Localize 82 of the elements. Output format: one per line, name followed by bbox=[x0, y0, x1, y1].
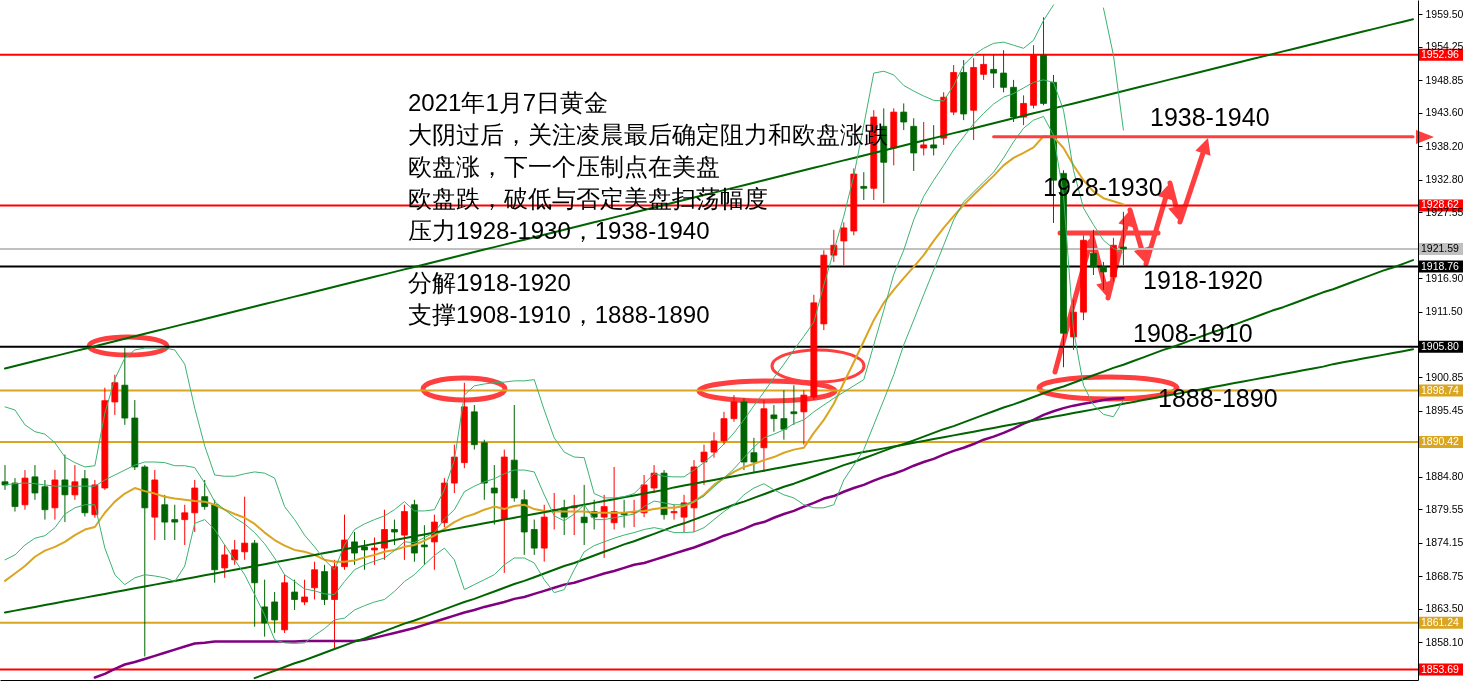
candlestick bbox=[161, 494, 169, 541]
annotation: 压力1928-1930，1938-1940 bbox=[408, 217, 710, 244]
annotation: 支撑1908-1910，1888-1890 bbox=[408, 301, 710, 328]
annotation: 欧盘涨，下一个压制点在美盘 bbox=[408, 153, 720, 180]
candlestick bbox=[490, 464, 498, 526]
candlestick bbox=[580, 484, 588, 546]
candlestick bbox=[800, 389, 808, 446]
candlestick bbox=[770, 404, 778, 433]
candlestick bbox=[111, 374, 119, 416]
candlestick bbox=[311, 561, 318, 600]
annotation: 分解1918-1920 bbox=[408, 269, 571, 296]
candlestick bbox=[401, 504, 408, 561]
y-tick-label: 1911.50 bbox=[1425, 305, 1463, 318]
y-tick-label: 1959.50 bbox=[1425, 7, 1464, 20]
candlestick bbox=[1, 464, 9, 491]
ref-line-label: 1898.74 bbox=[1421, 383, 1460, 396]
candlestick bbox=[381, 509, 388, 561]
ref-line-label: 1890.42 bbox=[1421, 435, 1460, 448]
candlestick bbox=[71, 464, 79, 501]
candlestick bbox=[181, 504, 189, 546]
line-series bbox=[3, 18, 1415, 370]
candlestick bbox=[1090, 229, 1097, 276]
candlestick bbox=[700, 444, 708, 486]
y-tick-label: 1938.20 bbox=[1425, 139, 1464, 152]
annotation: 1938-1940 bbox=[1150, 103, 1270, 131]
candlestick bbox=[530, 519, 538, 556]
y-tick-label: 1900.85 bbox=[1425, 370, 1464, 383]
candlestick bbox=[31, 464, 39, 501]
y-tick-label: 1943.60 bbox=[1425, 106, 1464, 119]
ref-line-label: 1853.69 bbox=[1421, 662, 1460, 675]
annotation: 大阴过后，关注凌晨最后确定阻力和欧盘涨跌 bbox=[408, 121, 888, 148]
candlestick bbox=[1120, 211, 1127, 266]
candlestick bbox=[171, 504, 179, 541]
y-tick-label: 1884.80 bbox=[1425, 470, 1464, 483]
text: 2021年1月7日黄金 bbox=[408, 89, 609, 116]
candlestick bbox=[301, 579, 308, 606]
ref-line-label: 1905.80 bbox=[1421, 339, 1460, 352]
candlestick bbox=[1000, 49, 1007, 93]
candlestick bbox=[930, 124, 938, 156]
candlestick bbox=[241, 496, 249, 561]
ref-line-label: 1918.76 bbox=[1421, 259, 1460, 272]
candlestick bbox=[920, 121, 928, 156]
candlestick bbox=[1100, 261, 1107, 291]
candlestick bbox=[900, 102, 908, 131]
y-tick-label: 1863.50 bbox=[1425, 602, 1464, 615]
annotation: 1888-1890 bbox=[1158, 384, 1278, 412]
ref-line-label: 1921.59 bbox=[1421, 242, 1460, 255]
candlestick bbox=[361, 539, 368, 571]
candlestick bbox=[860, 171, 868, 201]
candlestick bbox=[351, 531, 358, 566]
candlestick bbox=[780, 389, 788, 441]
y-tick-label: 1916.90 bbox=[1425, 271, 1464, 284]
candlestick bbox=[391, 519, 398, 546]
candlestick bbox=[750, 437, 758, 473]
candlestick bbox=[600, 494, 608, 559]
candlestick bbox=[840, 221, 848, 266]
candlestick bbox=[421, 524, 428, 566]
y-tick-label: 1874.15 bbox=[1425, 536, 1464, 549]
y-tick-label: 1948.85 bbox=[1425, 73, 1464, 86]
candlestick bbox=[221, 544, 229, 579]
candlestick bbox=[730, 394, 738, 423]
candlestick bbox=[710, 431, 718, 459]
candlestick bbox=[271, 591, 279, 634]
candlestick bbox=[11, 477, 19, 513]
line-series bbox=[93, 396, 1125, 679]
y-tick-label: 1932.80 bbox=[1425, 173, 1464, 186]
candlestick bbox=[670, 504, 678, 521]
annotation: 1918-1920 bbox=[1143, 266, 1263, 294]
candlestick bbox=[41, 479, 49, 521]
y-tick-label: 1895.45 bbox=[1425, 404, 1464, 417]
candlestick bbox=[291, 579, 298, 611]
y-tick-label: 1879.55 bbox=[1425, 502, 1464, 515]
candlestick bbox=[790, 384, 798, 426]
candlestick bbox=[371, 537, 378, 566]
y-tick-label: 1868.75 bbox=[1425, 569, 1464, 582]
y-tick-label: 1858.10 bbox=[1425, 635, 1464, 648]
candlestick bbox=[61, 454, 69, 523]
ref-line-label: 1861.24 bbox=[1421, 615, 1460, 628]
candlestick bbox=[720, 411, 728, 446]
candlestick bbox=[990, 54, 997, 89]
candlestick bbox=[650, 464, 658, 494]
candlestick bbox=[231, 539, 239, 566]
